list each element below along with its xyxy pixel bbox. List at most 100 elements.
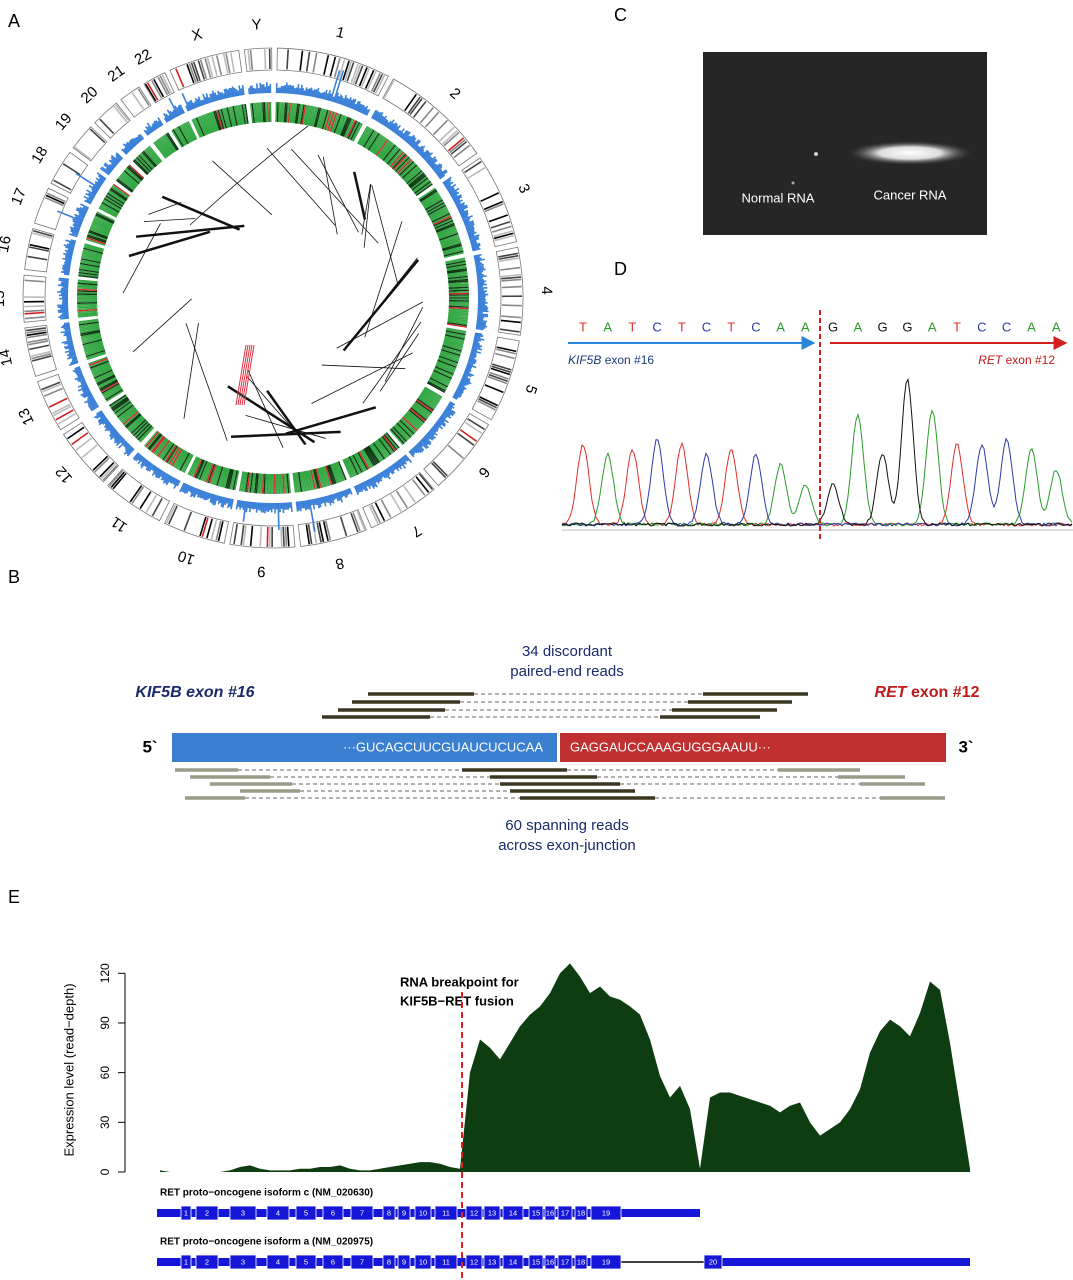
band [204,58,212,78]
band [464,421,483,435]
band [457,432,475,446]
band [493,230,514,238]
band [329,56,337,77]
band [284,526,288,547]
chord [285,406,377,435]
caption: across exon-junction [498,837,636,854]
exon [229,1254,257,1270]
transcript-bar [722,1258,970,1266]
base-call: C [702,319,711,334]
band [100,463,116,480]
band [240,525,245,546]
band [183,511,193,531]
panel-label: A [8,11,20,31]
caption: 34 discordant [522,643,613,660]
coverage-ring [57,70,489,532]
band [264,49,267,70]
exon-label: 15 [532,1257,540,1266]
band [44,196,64,207]
chord [227,385,316,444]
band [412,100,427,118]
band [370,72,381,92]
band [201,517,209,537]
chromosome-label: 19 [52,110,76,134]
base-call: T [678,319,686,334]
sequence: ···GUCAGCUUCGUAUCUCUCAA [343,739,543,754]
band [464,160,482,174]
base-call: A [928,319,937,334]
band [418,473,433,490]
band [199,59,208,80]
gel-speck [814,152,818,156]
exon-label: 12 [470,1257,478,1266]
band [159,75,170,95]
band [447,137,465,152]
band [499,328,520,333]
band [494,234,515,242]
band [242,525,247,546]
band [453,144,471,159]
band [489,371,509,380]
chord [132,298,192,353]
exon [195,1205,219,1221]
band [286,526,290,547]
variant-ring [76,102,470,495]
base-call: A [801,319,810,334]
band [41,381,61,391]
band [395,490,408,509]
band [137,88,150,106]
exon-label: 14 [509,1257,517,1266]
band [29,243,50,250]
exon-label: 19 [602,1257,610,1266]
band [92,455,109,471]
lane-label: Cancer RNA [874,187,947,202]
exon [544,1254,556,1270]
band [498,252,519,258]
band [33,230,53,237]
chromosome-label: 16 [0,234,15,254]
band [350,63,359,84]
band [247,50,251,71]
end-label: 3` [958,737,973,756]
band [344,61,353,81]
gene: KIF5B [135,684,181,701]
exon [590,1205,622,1221]
exon [397,1205,411,1221]
base-call: G [878,319,888,334]
band [496,348,516,355]
band [197,60,206,80]
band [477,400,496,411]
band [145,494,158,513]
band [26,329,47,334]
band [115,104,130,121]
band [161,74,172,94]
exon [266,1205,290,1221]
band [110,471,125,488]
exon-label: 1 [184,1257,188,1266]
band [338,59,346,79]
band [45,194,65,205]
base-call: A [776,319,785,334]
band [366,70,377,90]
panel-label: B [8,567,20,587]
y-tick-label: 90 [98,1016,112,1030]
band [26,331,47,337]
band [501,304,522,307]
annotation: RNA breakpoint for [400,974,519,989]
band [501,276,522,280]
chromosome-label: 10 [176,547,197,568]
exon: exon #12 [911,684,980,701]
band [467,166,486,179]
band [217,521,224,542]
chord [161,195,241,231]
chord [235,344,247,406]
ideogram [72,126,108,162]
gene: KIF5B [568,353,601,367]
band [43,387,63,397]
band [108,470,124,487]
chord [243,344,255,406]
exon [180,1205,192,1221]
band [26,327,47,332]
exon [295,1205,317,1221]
band [24,305,45,308]
